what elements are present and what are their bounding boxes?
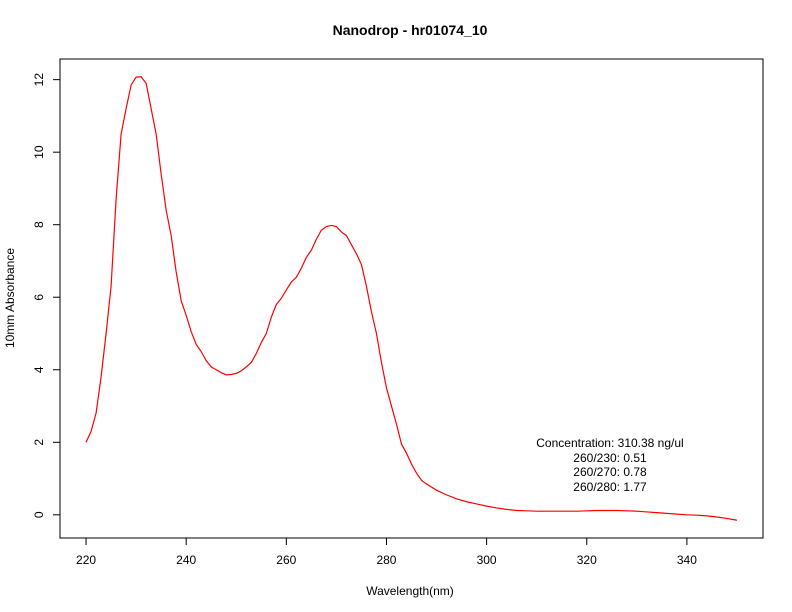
y-tick-label: 10 xyxy=(32,145,46,159)
plot-frame xyxy=(59,58,764,539)
chart-title: Nanodrop - hr01074_10 xyxy=(333,22,488,38)
x-axis: 220 240 260 280 300 320 340 xyxy=(76,538,697,567)
x-tick-label: 300 xyxy=(477,553,497,567)
absorbance-series-line xyxy=(85,76,738,521)
x-tick-label: 220 xyxy=(76,553,96,567)
x-tick-label: 240 xyxy=(176,553,196,567)
x-tick-label: 320 xyxy=(577,553,597,567)
y-axis: 0 2 4 6 8 10 12 xyxy=(32,73,60,518)
ratio-260-230-annotation: 260/230: 0.51 xyxy=(573,451,647,465)
y-tick-label: 6 xyxy=(32,294,46,301)
y-tick-label: 0 xyxy=(32,511,46,518)
y-axis-label: 10mm Absorbance xyxy=(3,248,17,348)
y-tick-label: 8 xyxy=(32,221,46,228)
y-tick-label: 4 xyxy=(32,366,46,373)
concentration-annotation: Concentration: 310.38 ng/ul xyxy=(536,436,683,450)
y-tick-label: 12 xyxy=(32,73,46,87)
x-tick-label: 260 xyxy=(276,553,296,567)
x-axis-label: Wavelength(nm) xyxy=(366,584,454,598)
x-tick-label: 340 xyxy=(677,553,697,567)
ratio-260-270-annotation: 260/270: 0.78 xyxy=(573,465,647,479)
x-tick-label: 280 xyxy=(376,553,396,567)
y-tick-label: 2 xyxy=(32,439,46,446)
stats-annotation: Concentration: 310.38 ng/ul 260/230: 0.5… xyxy=(536,436,683,494)
ratio-260-280-annotation: 260/280: 1.77 xyxy=(573,480,647,494)
